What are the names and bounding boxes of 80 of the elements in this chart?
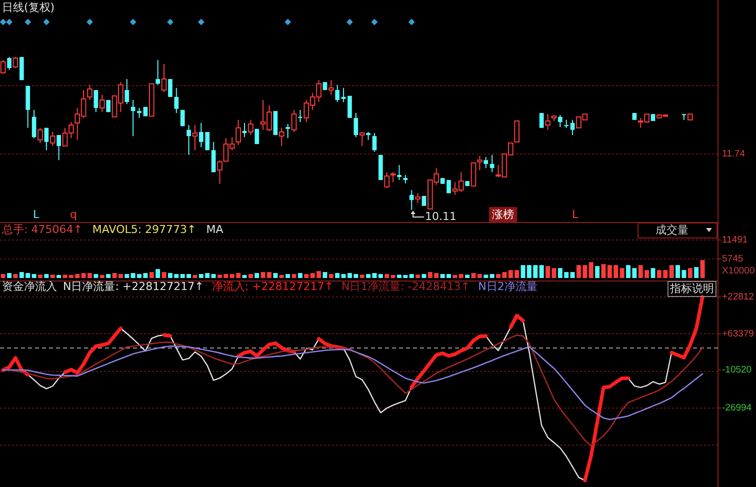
bar	[94, 274, 98, 278]
bar	[322, 272, 328, 278]
bar	[390, 275, 396, 278]
bar	[38, 274, 42, 278]
bar	[211, 274, 216, 278]
chart-title: 成交量	[656, 224, 688, 237]
bar	[279, 275, 284, 278]
annotation: q	[70, 208, 77, 222]
bar	[286, 274, 290, 278]
bar	[650, 268, 656, 278]
bar	[298, 273, 302, 278]
bar	[458, 274, 464, 278]
bar	[248, 274, 253, 278]
bar	[242, 275, 247, 278]
bar	[601, 264, 606, 278]
annotation: 涨榜	[492, 208, 514, 222]
bar	[112, 273, 117, 278]
bar	[106, 274, 111, 278]
bar	[384, 274, 390, 278]
annotation: 总手: 475064↑	[1, 223, 82, 236]
bar	[56, 275, 62, 278]
bar	[620, 268, 624, 278]
text: N日2净流量	[478, 280, 538, 294]
text: +63379	[722, 328, 754, 340]
bar	[570, 272, 575, 278]
bar	[539, 265, 544, 278]
text: 11.74	[722, 148, 746, 160]
bar	[669, 265, 674, 278]
chart-title: 日线(复权)	[2, 1, 55, 14]
bar	[595, 266, 600, 278]
bar	[118, 274, 123, 278]
bar	[422, 274, 426, 278]
text: -26994	[722, 402, 752, 414]
bar	[490, 274, 494, 278]
bar	[100, 275, 104, 278]
bar	[0, 274, 6, 278]
y-tick-label: 5745	[722, 254, 744, 264]
bar	[304, 274, 309, 278]
bar	[477, 274, 482, 278]
bar	[688, 268, 692, 278]
bar	[335, 273, 340, 278]
y-tick-label: 11491	[722, 234, 748, 246]
bar	[588, 262, 594, 278]
bar	[328, 274, 334, 278]
bar	[50, 274, 55, 278]
bar	[416, 274, 420, 278]
bar	[484, 274, 488, 278]
chart-title: 资金净流入	[2, 280, 57, 294]
bar	[465, 274, 470, 278]
annotation: 10.11	[425, 210, 456, 224]
bar	[192, 275, 198, 278]
text: +22812	[722, 292, 754, 303]
text: 净流入: +228127217↑	[212, 280, 334, 294]
bar	[62, 274, 68, 278]
text: -10520	[722, 364, 752, 376]
bar	[292, 274, 296, 278]
bar	[694, 267, 699, 278]
bar	[378, 274, 383, 278]
bar	[162, 272, 166, 278]
bar	[273, 273, 278, 278]
bar	[360, 274, 364, 278]
annotation: L	[572, 208, 579, 222]
bar	[254, 273, 260, 278]
annotation: MA	[206, 223, 224, 236]
bar	[700, 260, 705, 278]
bar	[471, 273, 476, 278]
bar	[13, 274, 18, 278]
annotation: L	[33, 208, 40, 222]
bar	[124, 274, 130, 278]
text: N日1净流量: -2428413↑	[341, 280, 470, 294]
annotation: MAVOL5: 297773↑	[92, 223, 196, 236]
bar	[44, 274, 49, 278]
bar	[32, 274, 36, 278]
bar	[452, 275, 458, 278]
bar	[409, 274, 414, 278]
bar	[149, 272, 154, 278]
text: N日净流量: +228127217↑	[63, 280, 204, 294]
bar	[7, 273, 12, 278]
bar	[156, 269, 160, 278]
y-axis-title: X10000	[722, 266, 755, 277]
